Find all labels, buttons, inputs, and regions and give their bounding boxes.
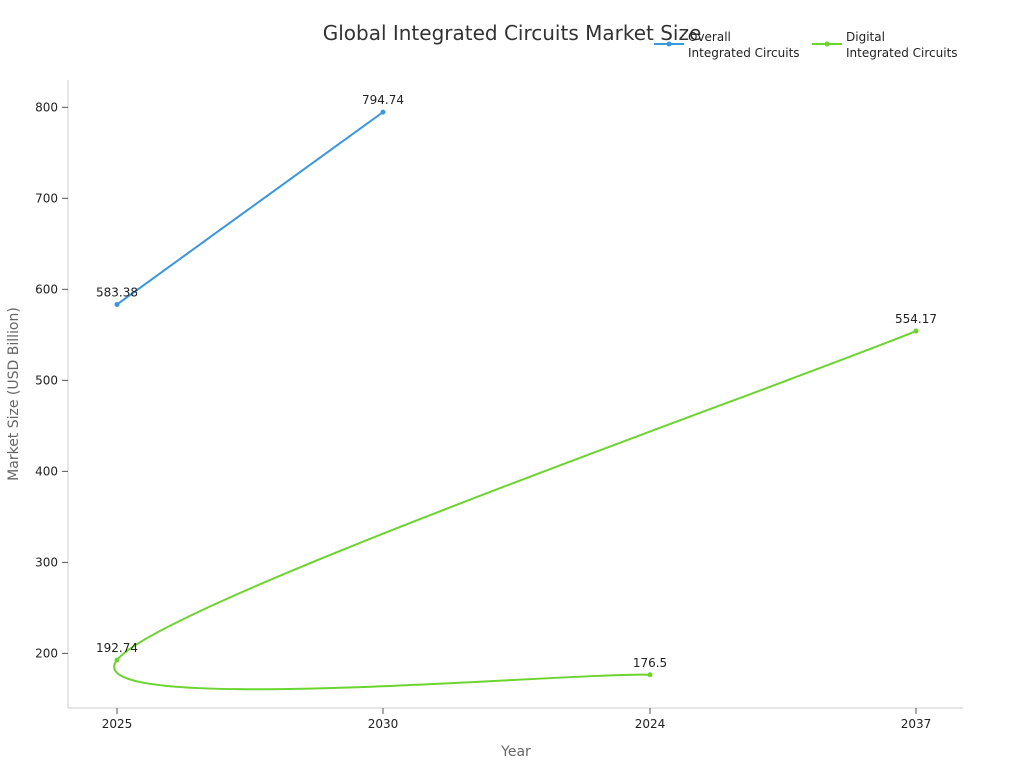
x-axis-title: Year: [500, 744, 531, 760]
x-ticks: 2025 2030 2024 2037: [102, 708, 932, 731]
legend-label: Digital Integrated Circuits: [846, 30, 958, 60]
x-tick-label: 2025: [102, 717, 133, 731]
legend-item-2[interactable]: Digital Integrated Circuits: [812, 30, 958, 60]
legend-label: Overall Integrated Circuits: [688, 30, 800, 60]
data-label: 794.74: [362, 93, 404, 107]
chart-title: Global Integrated Circuits Market Size: [323, 21, 702, 45]
series-line-2: [113, 330, 917, 691]
legend-label-line: Integrated Circuits: [688, 46, 800, 60]
x-tick-label: 2037: [901, 717, 932, 731]
y-axis-title: Market Size (USD Billion): [6, 307, 22, 481]
y-tick-label: 600: [35, 282, 58, 296]
data-label: 176.5: [633, 656, 667, 670]
legend-label-line: Digital: [846, 30, 885, 44]
series-group: 583.38 794.74 176.5 192.74 554.17: [96, 93, 937, 691]
y-tick-label: 300: [35, 555, 58, 569]
y-ticks: 200 300 400 500 600 700 800: [35, 100, 68, 660]
y-tick-label: 200: [35, 646, 58, 660]
data-point[interactable]: [913, 328, 919, 334]
y-tick-label: 400: [35, 464, 58, 478]
data-point[interactable]: [114, 301, 120, 307]
legend-swatch-marker: [666, 41, 672, 47]
series-line-1: [116, 111, 384, 306]
legend-swatch-marker: [824, 41, 830, 47]
y-tick-label: 800: [35, 100, 58, 114]
legend-item-1[interactable]: Overall Integrated Circuits: [654, 30, 800, 60]
data-point[interactable]: [114, 657, 120, 663]
axes: [67, 80, 963, 709]
data-label: 192.74: [96, 641, 138, 655]
x-tick-label: 2024: [635, 717, 666, 731]
data-label: 554.17: [895, 312, 937, 326]
data-point[interactable]: [647, 672, 653, 678]
legend-label-line: Overall: [688, 30, 731, 44]
x-tick-label: 2030: [368, 717, 399, 731]
legend-label-line: Integrated Circuits: [846, 46, 958, 60]
data-label: 583.38: [96, 285, 138, 299]
data-point[interactable]: [380, 109, 386, 115]
y-tick-label: 500: [35, 373, 58, 387]
legend[interactable]: Overall Integrated Circuits Digital Integra…: [654, 30, 958, 60]
y-tick-label: 700: [35, 191, 58, 205]
